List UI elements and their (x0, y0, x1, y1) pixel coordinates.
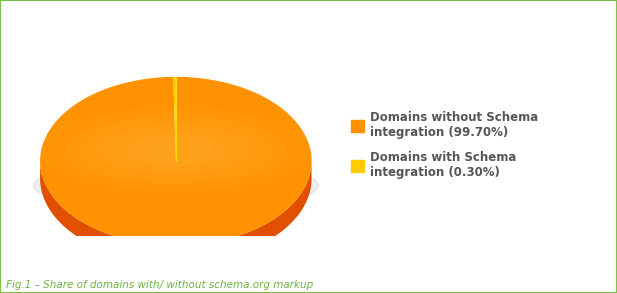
Legend: Domains without Schema
integration (99.70%), Domains with Schema
integration (0.: Domains without Schema integration (99.7… (352, 111, 539, 179)
Ellipse shape (33, 160, 318, 211)
Polygon shape (173, 77, 176, 161)
Polygon shape (40, 160, 312, 263)
Text: Fig.1 – Share of domains with/ without schema.org markup: Fig.1 – Share of domains with/ without s… (6, 280, 313, 290)
Polygon shape (40, 77, 312, 245)
